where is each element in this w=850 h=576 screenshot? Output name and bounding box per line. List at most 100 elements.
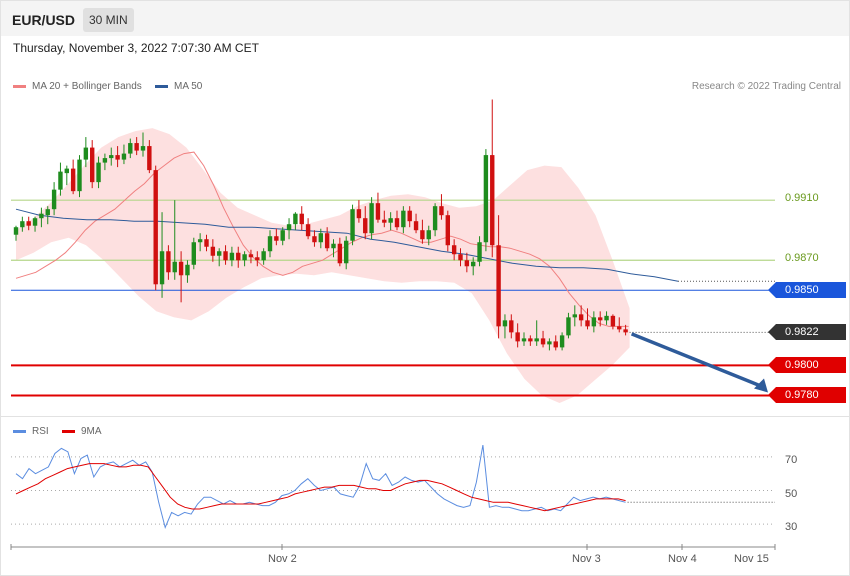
candle-body	[344, 240, 349, 264]
rsi-swatch	[13, 429, 26, 433]
candle-body	[566, 317, 571, 336]
candle-body	[128, 143, 133, 154]
forecast-arrow-head	[754, 378, 768, 393]
candle-body	[223, 251, 228, 261]
candle-body	[350, 209, 355, 241]
candle-body	[534, 338, 539, 342]
timeframe-badge[interactable]: 30 MIN	[83, 8, 134, 32]
candle-body	[528, 338, 533, 342]
candle-body	[305, 224, 311, 237]
candle-body	[324, 233, 330, 249]
candle-body	[407, 210, 412, 222]
candle-body	[51, 189, 57, 210]
candle-body	[178, 261, 184, 276]
legend-rsi: RSI	[13, 426, 49, 437]
candle-body	[483, 155, 489, 243]
9ma-swatch	[62, 429, 75, 433]
candle-body	[77, 159, 82, 192]
candle-body	[229, 252, 235, 261]
ma20-swatch	[13, 84, 26, 88]
candle-body	[394, 218, 400, 228]
candle-body	[559, 335, 565, 348]
candle-body	[147, 146, 152, 171]
candle-body	[413, 221, 419, 231]
x-tick-nov15: Nov 15	[734, 553, 769, 565]
panel-divider	[1, 416, 849, 417]
candle-body	[471, 261, 476, 267]
candle-body	[451, 245, 457, 255]
last-price-tag: 0.9822	[768, 324, 846, 340]
forecast-arrow-shaft	[630, 332, 763, 389]
candle-body	[191, 242, 196, 265]
legend-ma20: MA 20 + Bollinger Bands	[13, 81, 142, 92]
candle-body	[598, 317, 603, 321]
resistance-level-2: 0.9870	[785, 252, 819, 264]
candle-body	[356, 209, 362, 219]
candle-body	[140, 146, 146, 151]
candle-body	[312, 236, 317, 243]
support-level-2-tag: 0.9780	[768, 387, 846, 403]
rsi-tick-30: 30	[785, 521, 798, 533]
candle-body	[509, 320, 514, 333]
candle-body	[102, 158, 108, 163]
candle-body	[375, 203, 381, 220]
timestamp-text: Thursday, November 3, 2022 7:07:30 AM CE…	[13, 41, 259, 55]
candle-body	[293, 213, 298, 225]
support-level-1-tag: 0.9800	[768, 357, 846, 373]
candle-body	[83, 147, 89, 160]
x-tick-nov2: Nov 2	[268, 553, 297, 565]
candle-body	[197, 239, 203, 243]
candle-body	[39, 213, 44, 219]
candle-body	[13, 227, 19, 235]
rsi-tick-70: 70	[785, 454, 798, 466]
rsi-9ma-line	[15, 463, 626, 512]
candle-body	[153, 170, 158, 285]
legend-ma50: MA 50	[155, 81, 202, 92]
rsi-tick-50: 50	[785, 488, 798, 500]
candle-body	[318, 233, 323, 243]
candle-body	[382, 219, 387, 223]
candle-body	[604, 315, 609, 321]
candle-body	[90, 147, 95, 183]
candle-body	[572, 314, 577, 318]
candle-body	[515, 332, 520, 342]
legend-ma20-label: MA 20 + Bollinger Bands	[32, 81, 142, 92]
candle-body	[337, 243, 343, 264]
candle-body	[242, 254, 247, 261]
credit-text: Research © 2022 Trading Central	[691, 81, 841, 92]
candle-body	[388, 218, 393, 223]
candle-body	[610, 315, 616, 327]
legend-9ma-label: 9MA	[81, 426, 102, 437]
candle-body	[432, 206, 438, 231]
candle-body	[274, 236, 279, 241]
candle-body	[464, 260, 470, 267]
pivot-level-tag: 0.9850	[768, 282, 846, 298]
candle-body	[477, 242, 482, 262]
candle-body	[401, 210, 406, 228]
candle-body	[496, 245, 501, 327]
candle-body	[458, 254, 463, 261]
candle-body	[445, 215, 450, 246]
rsi-line	[15, 445, 626, 530]
candle-body	[363, 218, 368, 234]
candle-body	[369, 203, 374, 234]
candle-body	[70, 168, 76, 192]
candle-body	[286, 224, 292, 231]
x-tick-nov3: Nov 3	[572, 553, 601, 565]
candle-body	[261, 251, 266, 261]
candle-body	[578, 314, 584, 321]
candle-body	[134, 143, 139, 151]
candle-body	[280, 230, 285, 241]
candle-body	[585, 320, 590, 327]
candle-body	[96, 162, 101, 183]
candle-body	[623, 329, 628, 333]
candle-body	[426, 230, 431, 240]
chart-header: EUR/USD 30 MIN	[1, 1, 849, 36]
legend-ma50-label: MA 50	[174, 81, 203, 92]
candle-body	[553, 341, 558, 348]
candle-body	[591, 317, 597, 327]
bollinger-band-area	[16, 128, 630, 403]
candle-body	[121, 153, 127, 160]
candle-body	[204, 239, 209, 247]
